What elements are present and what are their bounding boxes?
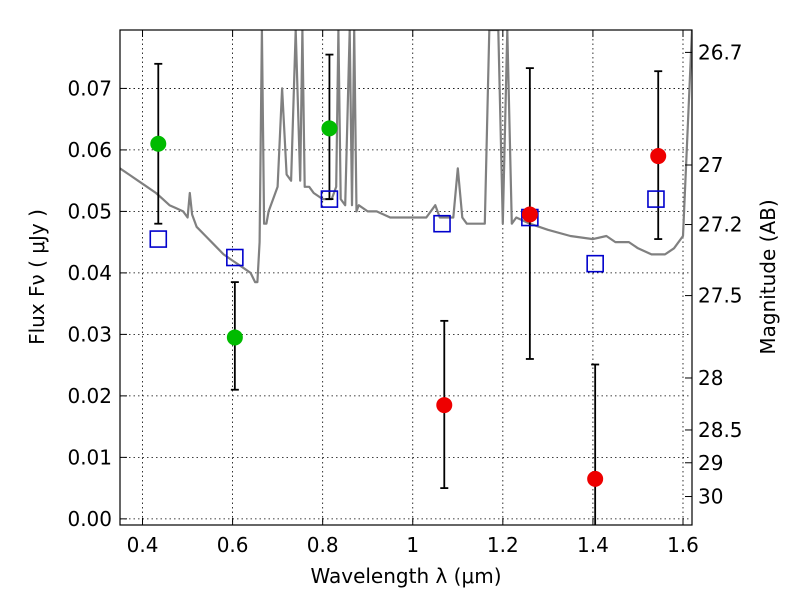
spectrum-line bbox=[120, 30, 692, 284]
model-photometry-point bbox=[586, 254, 604, 273]
y-tick-label: 0.05 bbox=[67, 199, 112, 223]
right-tick-label: 30 bbox=[698, 485, 723, 509]
model-photometry-point bbox=[149, 230, 168, 248]
x-tick-label: 0.6 bbox=[217, 533, 249, 557]
y-tick-label: 0.06 bbox=[67, 138, 112, 162]
observed-point bbox=[587, 470, 604, 487]
right-tick-label: 27 bbox=[698, 153, 723, 177]
x-tick-label: 1.4 bbox=[577, 533, 609, 557]
right-tick-label: 28.5 bbox=[698, 418, 743, 442]
plot-frame bbox=[119, 29, 693, 526]
y-tick-label: 0.07 bbox=[67, 76, 112, 100]
model-photometry-point bbox=[647, 190, 665, 208]
model-photometry-point bbox=[226, 248, 244, 267]
y-axis-label: Flux Fν ( μJy ) bbox=[25, 209, 49, 345]
model-photometry-layer bbox=[149, 190, 665, 273]
observed-point bbox=[321, 120, 338, 137]
right-tick-label: 27.2 bbox=[698, 213, 743, 237]
right-tick-label: 26.7 bbox=[698, 40, 743, 64]
x-tick-labels: 0.4 0.6 0.8 1 1.2 1.4 1.6 bbox=[127, 533, 699, 557]
x-axis-label: Wavelength λ (μm) bbox=[310, 564, 501, 588]
y-tick-label: 0.00 bbox=[67, 507, 112, 531]
y-tick-label: 0.03 bbox=[67, 322, 112, 346]
observed-point bbox=[436, 397, 453, 414]
x-tick-label: 1.2 bbox=[487, 533, 519, 557]
ticks bbox=[120, 30, 692, 525]
observed-point bbox=[521, 206, 538, 223]
spectrum-layer bbox=[120, 30, 692, 284]
y-tick-label: 0.01 bbox=[67, 445, 112, 469]
right-tick-label: 28 bbox=[698, 366, 723, 390]
observed-points-layer bbox=[150, 120, 667, 487]
observed-point bbox=[150, 135, 167, 152]
model-photometry-point bbox=[320, 190, 339, 208]
right-tick-labels: 26.7 27 27.2 27.5 28 28.5 29 30 bbox=[698, 40, 743, 508]
model-photometry-point bbox=[433, 214, 451, 233]
right-tick-label: 27.5 bbox=[698, 284, 743, 308]
x-tick-label: 1 bbox=[406, 533, 419, 557]
y-tick-label: 0.02 bbox=[67, 384, 112, 408]
errorbar-layer bbox=[154, 53, 663, 525]
x-tick-label: 0.8 bbox=[307, 533, 339, 557]
grid bbox=[120, 30, 692, 525]
observed-point bbox=[226, 329, 243, 346]
right-axis-label: Magnitude (AB) bbox=[756, 199, 780, 354]
right-tick-label: 29 bbox=[698, 451, 723, 475]
y-tick-label: 0.04 bbox=[67, 261, 112, 285]
observed-point bbox=[650, 148, 667, 165]
y-tick-labels: 0.00 0.01 0.02 0.03 0.04 0.05 0.06 0.07 bbox=[67, 76, 112, 530]
x-tick-label: 0.4 bbox=[127, 533, 159, 557]
x-tick-label: 1.6 bbox=[667, 533, 699, 557]
